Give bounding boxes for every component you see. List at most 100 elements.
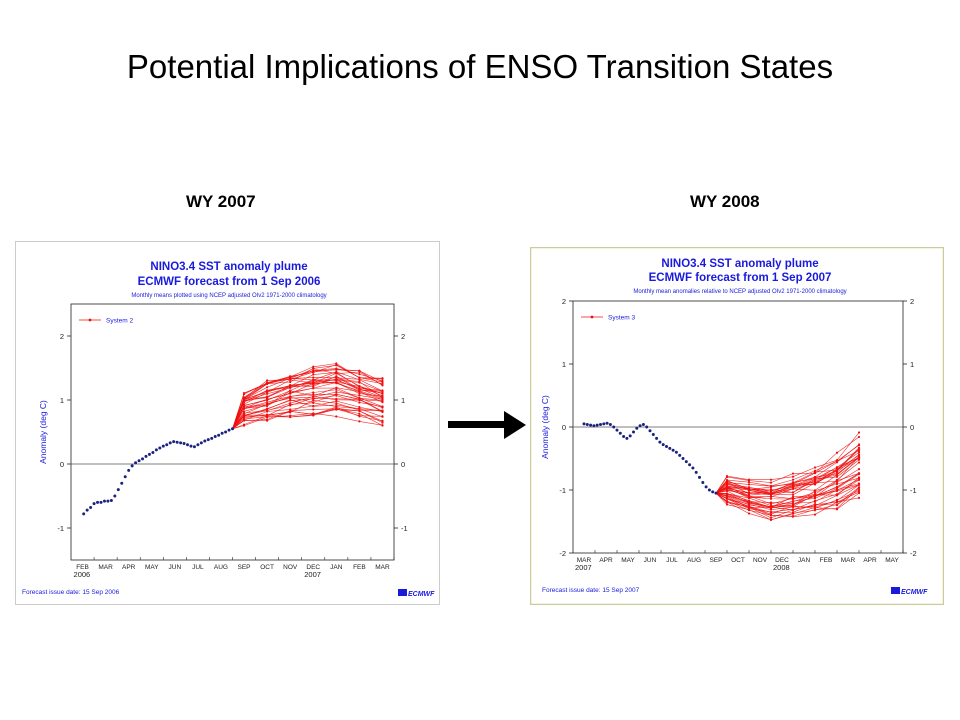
chart-note: Monthly mean anomalies relative to NCEP … — [633, 289, 846, 295]
forecast-point — [381, 405, 384, 408]
forecast-point — [381, 382, 384, 385]
ecmwf-logo-icon: ECMWF — [891, 587, 928, 596]
x-tick-label: MAR — [577, 557, 592, 564]
forecast-point — [791, 511, 795, 514]
legend-marker — [88, 318, 92, 322]
chart-subtitle: ECMWF forecast from 1 Sep 2007 — [649, 272, 832, 284]
year-label: 2007 — [304, 570, 321, 579]
forecast-point — [335, 363, 338, 366]
forecast-point — [242, 396, 246, 399]
forecast-point — [358, 409, 361, 412]
y-axis-label: Anomaly (deg C) — [38, 400, 48, 464]
x-tick-label: SEP — [709, 557, 722, 564]
forecast-point — [289, 380, 292, 384]
forecast-point — [312, 414, 315, 417]
forecast-point — [289, 411, 292, 414]
observed-point — [678, 453, 682, 457]
forecast-point — [835, 500, 839, 504]
observed-point — [109, 498, 113, 502]
y-tick-label-right: 1 — [910, 360, 914, 369]
observed-point — [711, 490, 715, 494]
observed-point — [147, 452, 151, 456]
observed-point — [714, 491, 718, 495]
observed-point — [622, 434, 626, 438]
ecmwf-logo-text: ECMWF — [901, 589, 928, 596]
forecast-point — [747, 478, 751, 481]
observed-point — [671, 448, 675, 452]
x-tick-label: MAR — [98, 564, 113, 571]
forecast-point — [857, 444, 861, 447]
right-arrow-icon — [448, 411, 526, 439]
forecast-point — [312, 408, 315, 411]
forecast-point — [725, 485, 729, 488]
forecast-point — [335, 394, 338, 397]
forecast-point — [335, 390, 338, 394]
forecast-point — [769, 506, 773, 509]
forecast-point — [335, 371, 338, 374]
y-tick-label-right: 0 — [401, 460, 405, 469]
chart-title: NINO3.4 SST anomaly plume — [661, 258, 818, 270]
observed-point — [707, 488, 711, 492]
forecast-point — [791, 498, 795, 501]
forecast-point — [289, 384, 292, 387]
observed-point — [592, 424, 596, 428]
forecast-point — [769, 504, 773, 507]
forecast-point — [358, 396, 361, 400]
observed-point — [116, 488, 120, 492]
forecast-member-line — [232, 371, 383, 429]
forecast-point — [266, 402, 269, 405]
forecast-point — [857, 448, 861, 451]
forecast-member-line — [715, 479, 860, 511]
forecast-point — [242, 412, 246, 415]
forecast-point — [835, 469, 839, 472]
forecast-point — [791, 502, 795, 505]
forecast-point — [813, 489, 817, 492]
observed-point — [618, 431, 622, 435]
forecast-point — [769, 511, 773, 514]
left-plot-area: -1 -1 0 0 1 1 2 2 Anomaly (deg C) FEB MAR APR MAY JUN… — [38, 303, 408, 579]
observed-point — [648, 429, 652, 433]
observed-point — [186, 443, 190, 447]
forecast-point — [747, 483, 751, 486]
forecast-point — [857, 451, 861, 454]
observed-point — [130, 464, 134, 468]
observed-point — [691, 466, 695, 470]
forecast-point — [813, 472, 817, 475]
forecast-point — [813, 466, 817, 469]
forecast-point — [312, 371, 315, 374]
forecast-member-line — [232, 402, 383, 430]
x-tick-label: MAR — [375, 564, 390, 571]
forecast-point — [813, 494, 817, 497]
forecast-member-line — [232, 408, 383, 430]
forecast-point — [312, 381, 315, 385]
forecast-point — [813, 478, 817, 481]
forecast-point — [381, 415, 384, 418]
forecast-point — [857, 446, 861, 449]
forecast-point — [813, 513, 817, 516]
observed-point — [192, 445, 196, 449]
forecast-member-line — [232, 397, 383, 429]
forecast-point — [358, 394, 361, 397]
observed-point — [589, 423, 593, 427]
forecast-point — [289, 415, 292, 419]
forecast-point — [266, 398, 269, 401]
forecast-point — [358, 387, 361, 390]
y-tick-label: 2 — [562, 297, 566, 306]
observed-point — [96, 500, 100, 504]
forecast-point — [857, 490, 861, 494]
forecast-point — [381, 394, 384, 397]
forecast-point — [835, 451, 839, 454]
observed-point — [645, 425, 649, 429]
forecast-point — [725, 492, 729, 495]
forecast-point — [381, 390, 384, 393]
observed-point — [137, 459, 141, 463]
forecast-member-line — [232, 391, 383, 429]
observed-point — [674, 450, 678, 454]
forecast-point — [358, 406, 361, 409]
forecast-point — [857, 468, 861, 471]
observed-point — [102, 499, 106, 503]
observed-point — [694, 470, 698, 474]
forecast-point — [747, 508, 751, 511]
forecast-point — [381, 379, 384, 383]
forecast-point — [769, 489, 773, 493]
